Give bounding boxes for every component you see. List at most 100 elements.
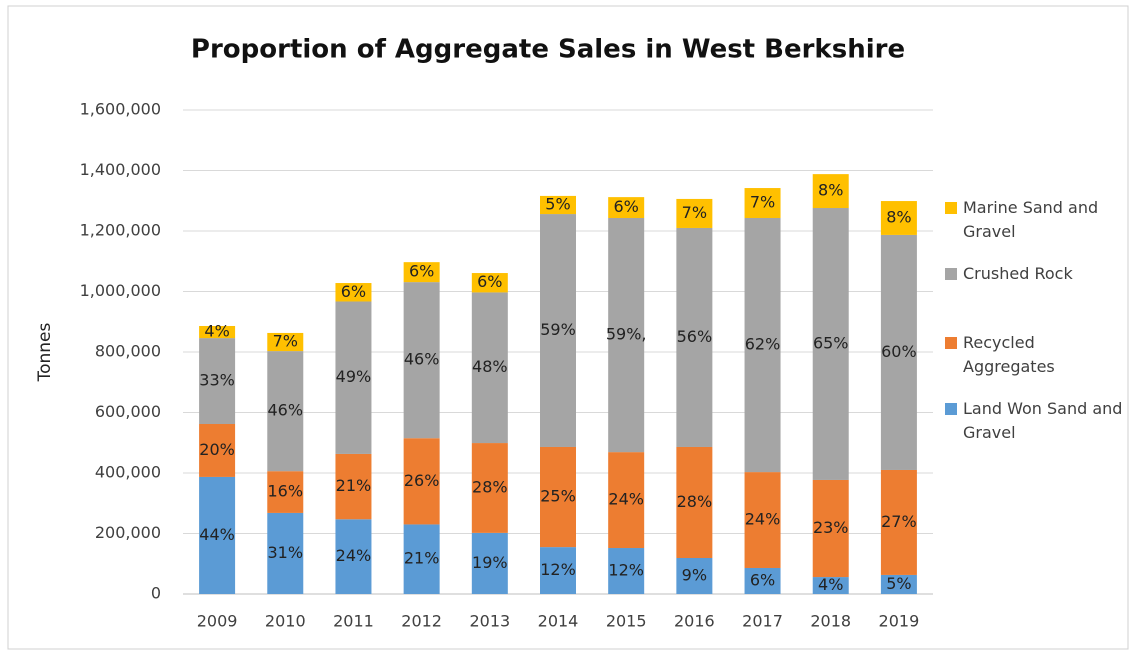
data-label: 4%	[818, 575, 843, 594]
bar-segment	[403, 438, 440, 525]
data-label: 62%	[745, 335, 781, 354]
bar-segment	[608, 452, 645, 549]
legend-label: Land Won Sand and Gravel	[963, 399, 1123, 442]
legend-swatch	[945, 202, 957, 214]
x-tick-label: 2014	[538, 612, 579, 631]
bar-segment	[608, 217, 645, 453]
data-label: 56%	[677, 327, 713, 346]
bar-segment	[335, 519, 372, 594]
bar-segment	[812, 577, 849, 594]
data-label: 33%	[199, 371, 235, 390]
data-label: 19%	[472, 553, 508, 572]
data-label: 12%	[540, 560, 576, 579]
data-label: 4%	[204, 322, 229, 341]
data-label: 46%	[404, 350, 440, 369]
legend-label: Marine Sand and Gravel	[963, 198, 1099, 241]
y-tick-label: 1,000,000	[80, 281, 161, 300]
data-label: 21%	[336, 476, 372, 495]
bar-segment	[267, 471, 304, 513]
bar-segment	[744, 472, 781, 568]
bar-segment	[676, 558, 713, 594]
data-label: 6%	[477, 272, 502, 291]
data-label: 44%	[199, 525, 235, 544]
chart-title: Proportion of Aggregate Sales in West Be…	[191, 35, 905, 65]
bar-segment	[540, 214, 576, 447]
legend-label: Crushed Rock	[963, 264, 1073, 283]
data-label: 6%	[409, 262, 434, 281]
bar-segment	[403, 282, 440, 439]
legend-label: Recycled Aggregates	[963, 333, 1055, 376]
bar-segment	[540, 446, 576, 548]
data-label: 7%	[273, 332, 298, 351]
data-label: 25%	[540, 487, 576, 506]
bar-segment	[676, 227, 713, 447]
bar-segment	[199, 338, 236, 424]
bar-segment	[608, 548, 645, 594]
bar-segment	[471, 443, 508, 533]
bar-segment	[812, 174, 849, 209]
bar-segment	[335, 301, 372, 454]
bar-segment	[880, 201, 917, 235]
data-label: 6%	[341, 282, 366, 301]
data-label: 48%	[472, 357, 508, 376]
data-label: 31%	[267, 543, 303, 562]
bar-segment	[199, 423, 236, 477]
bar-segment	[744, 188, 781, 218]
data-label: 7%	[682, 203, 707, 222]
y-tick-label: 1,200,000	[80, 221, 161, 240]
x-tick-label: 2009	[197, 612, 238, 631]
data-label: 24%	[336, 546, 372, 565]
bar-segment	[744, 567, 781, 594]
data-label: 20%	[199, 440, 235, 459]
bar-segment	[403, 262, 440, 283]
data-label: 28%	[677, 492, 713, 511]
data-label: 9%	[682, 566, 707, 585]
legend-swatch	[945, 337, 957, 349]
bar-segment	[812, 479, 849, 578]
bar-segment	[335, 283, 372, 302]
bar-segment	[744, 217, 781, 473]
bar-segment	[880, 234, 917, 470]
bar-segment	[676, 198, 713, 228]
bar-segment	[471, 273, 508, 293]
x-tick-label: 2013	[469, 612, 510, 631]
data-label: 16%	[267, 482, 303, 501]
data-label: 6%	[750, 570, 775, 589]
bar-segment	[199, 476, 236, 594]
y-tick-label: 0	[151, 584, 161, 603]
x-tick-label: 2011	[333, 612, 374, 631]
bar-segment	[471, 532, 508, 594]
data-label: 49%	[336, 367, 372, 386]
x-tick-label: 2015	[606, 612, 647, 631]
data-label: 8%	[886, 207, 911, 226]
x-tick-label: 2017	[742, 612, 783, 631]
y-tick-label: 800,000	[95, 342, 161, 361]
data-label: 46%	[267, 401, 303, 420]
data-label: 24%	[745, 510, 781, 529]
data-label: 8%	[818, 181, 843, 200]
data-label: 5%	[545, 194, 570, 213]
x-tick-label: 2012	[401, 612, 442, 631]
data-label: 27%	[881, 512, 917, 531]
data-label: 65%	[813, 333, 849, 352]
legend-swatch	[945, 403, 957, 415]
data-label: 5%	[886, 574, 911, 593]
legend-swatch	[945, 268, 957, 280]
y-tick-label: 200,000	[95, 523, 161, 542]
data-label: 21%	[404, 549, 440, 568]
data-label: 26%	[404, 471, 440, 490]
bar-segment	[540, 547, 576, 594]
bar-segment	[880, 574, 917, 594]
bar-segment	[608, 197, 645, 218]
data-label: 12%	[608, 561, 644, 580]
bar-segment	[267, 512, 304, 594]
y-tick-label: 1,600,000	[80, 100, 161, 119]
x-tick-label: 2016	[674, 612, 715, 631]
data-label: 6%	[613, 197, 638, 216]
bar-segment	[267, 332, 304, 352]
data-label: 59%	[540, 320, 576, 339]
data-label: 60%	[881, 342, 917, 361]
data-label: 28%	[472, 477, 508, 496]
bar-segment	[812, 208, 849, 480]
